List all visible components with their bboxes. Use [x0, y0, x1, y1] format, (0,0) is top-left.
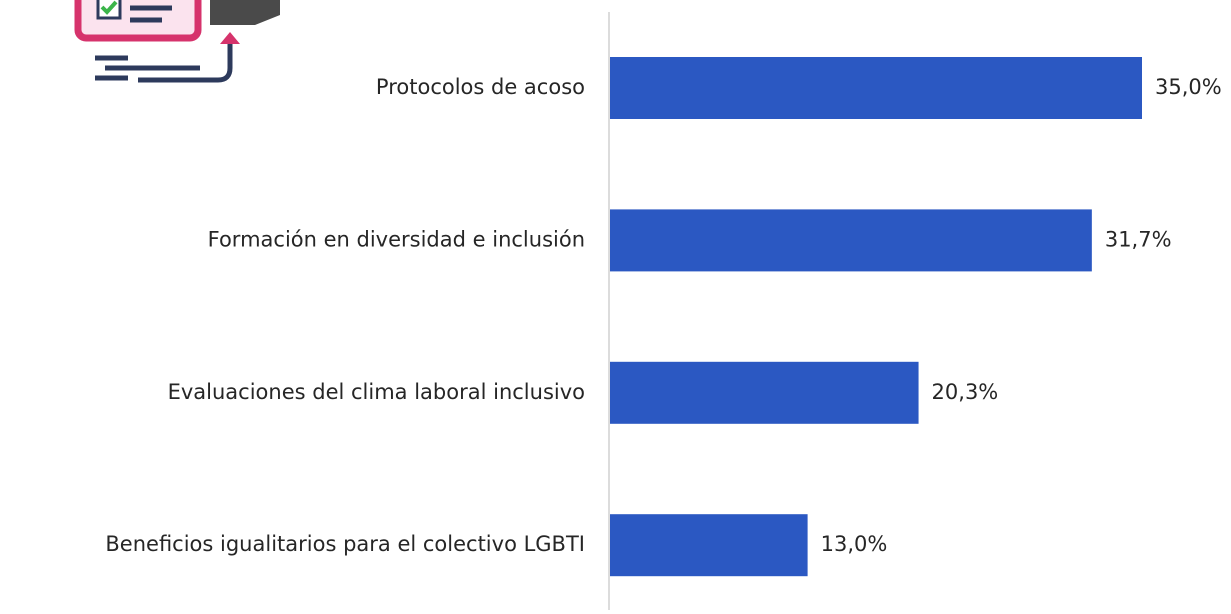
value-label: 20,3%	[932, 380, 999, 404]
category-label: Beneficios igualitarios para el colectiv…	[105, 532, 585, 556]
value-label: 35,0%	[1155, 75, 1222, 99]
category-label: Formación en diversidad e inclusión	[208, 227, 585, 251]
category-label: Evaluaciones del clima laboral inclusivo	[168, 380, 585, 404]
bar	[610, 209, 1092, 272]
icon	[74, 0, 280, 83]
bar	[610, 514, 808, 577]
bar	[610, 361, 919, 424]
bar	[610, 57, 1142, 119]
value-label: 31,7%	[1105, 227, 1172, 251]
category-label: Protocolos de acoso	[376, 75, 585, 99]
value-label: 13,0%	[821, 532, 888, 556]
